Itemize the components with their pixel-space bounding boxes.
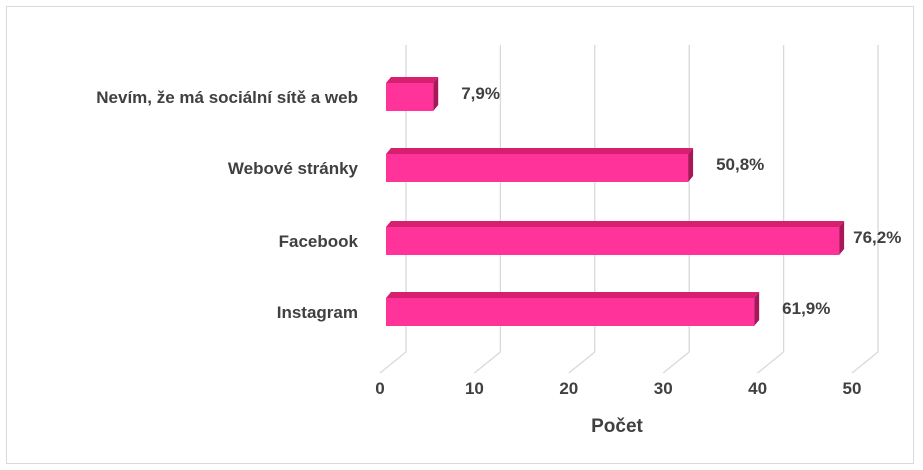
category-label: Facebook	[279, 232, 359, 251]
bar-top-face	[386, 292, 760, 298]
bar-side-face	[754, 292, 760, 326]
data-label: 50,8%	[716, 155, 764, 174]
x-tick-label: 0	[375, 379, 384, 398]
bar	[386, 298, 755, 326]
x-tick-label: 50	[843, 379, 862, 398]
category-label: Instagram	[277, 303, 358, 322]
data-label: 76,2%	[853, 228, 901, 247]
gridline-floor	[757, 351, 785, 374]
x-tick-label: 30	[654, 379, 673, 398]
gridline-floor	[851, 351, 879, 374]
x-tick-label: 40	[748, 379, 767, 398]
gridline-floor	[379, 351, 407, 374]
bar	[386, 83, 434, 111]
bar-top-face	[386, 77, 439, 83]
bar-top-face	[386, 221, 845, 227]
gridline-floor	[568, 351, 596, 374]
bar	[386, 227, 840, 255]
gridline-floor	[662, 351, 690, 374]
category-label: Webové stránky	[228, 159, 359, 178]
x-tick-label: 20	[559, 379, 578, 398]
gridline-floor	[473, 351, 501, 374]
labels: 0 10 20 30 40 50 Nevím, že má sociální sítě a …	[96, 84, 901, 398]
bars	[386, 77, 845, 326]
data-label: 7,9%	[461, 84, 500, 103]
data-label: 61,9%	[782, 299, 830, 318]
x-tick-label: 10	[465, 379, 484, 398]
x-axis-title: Počet	[591, 416, 643, 437]
bar-side-face	[433, 77, 439, 111]
bar-top-face	[386, 148, 694, 154]
bar-side-face	[688, 148, 694, 182]
category-label: Nevím, že má sociální sítě a web	[96, 88, 358, 107]
bar	[386, 154, 689, 182]
bar-side-face	[839, 221, 845, 255]
